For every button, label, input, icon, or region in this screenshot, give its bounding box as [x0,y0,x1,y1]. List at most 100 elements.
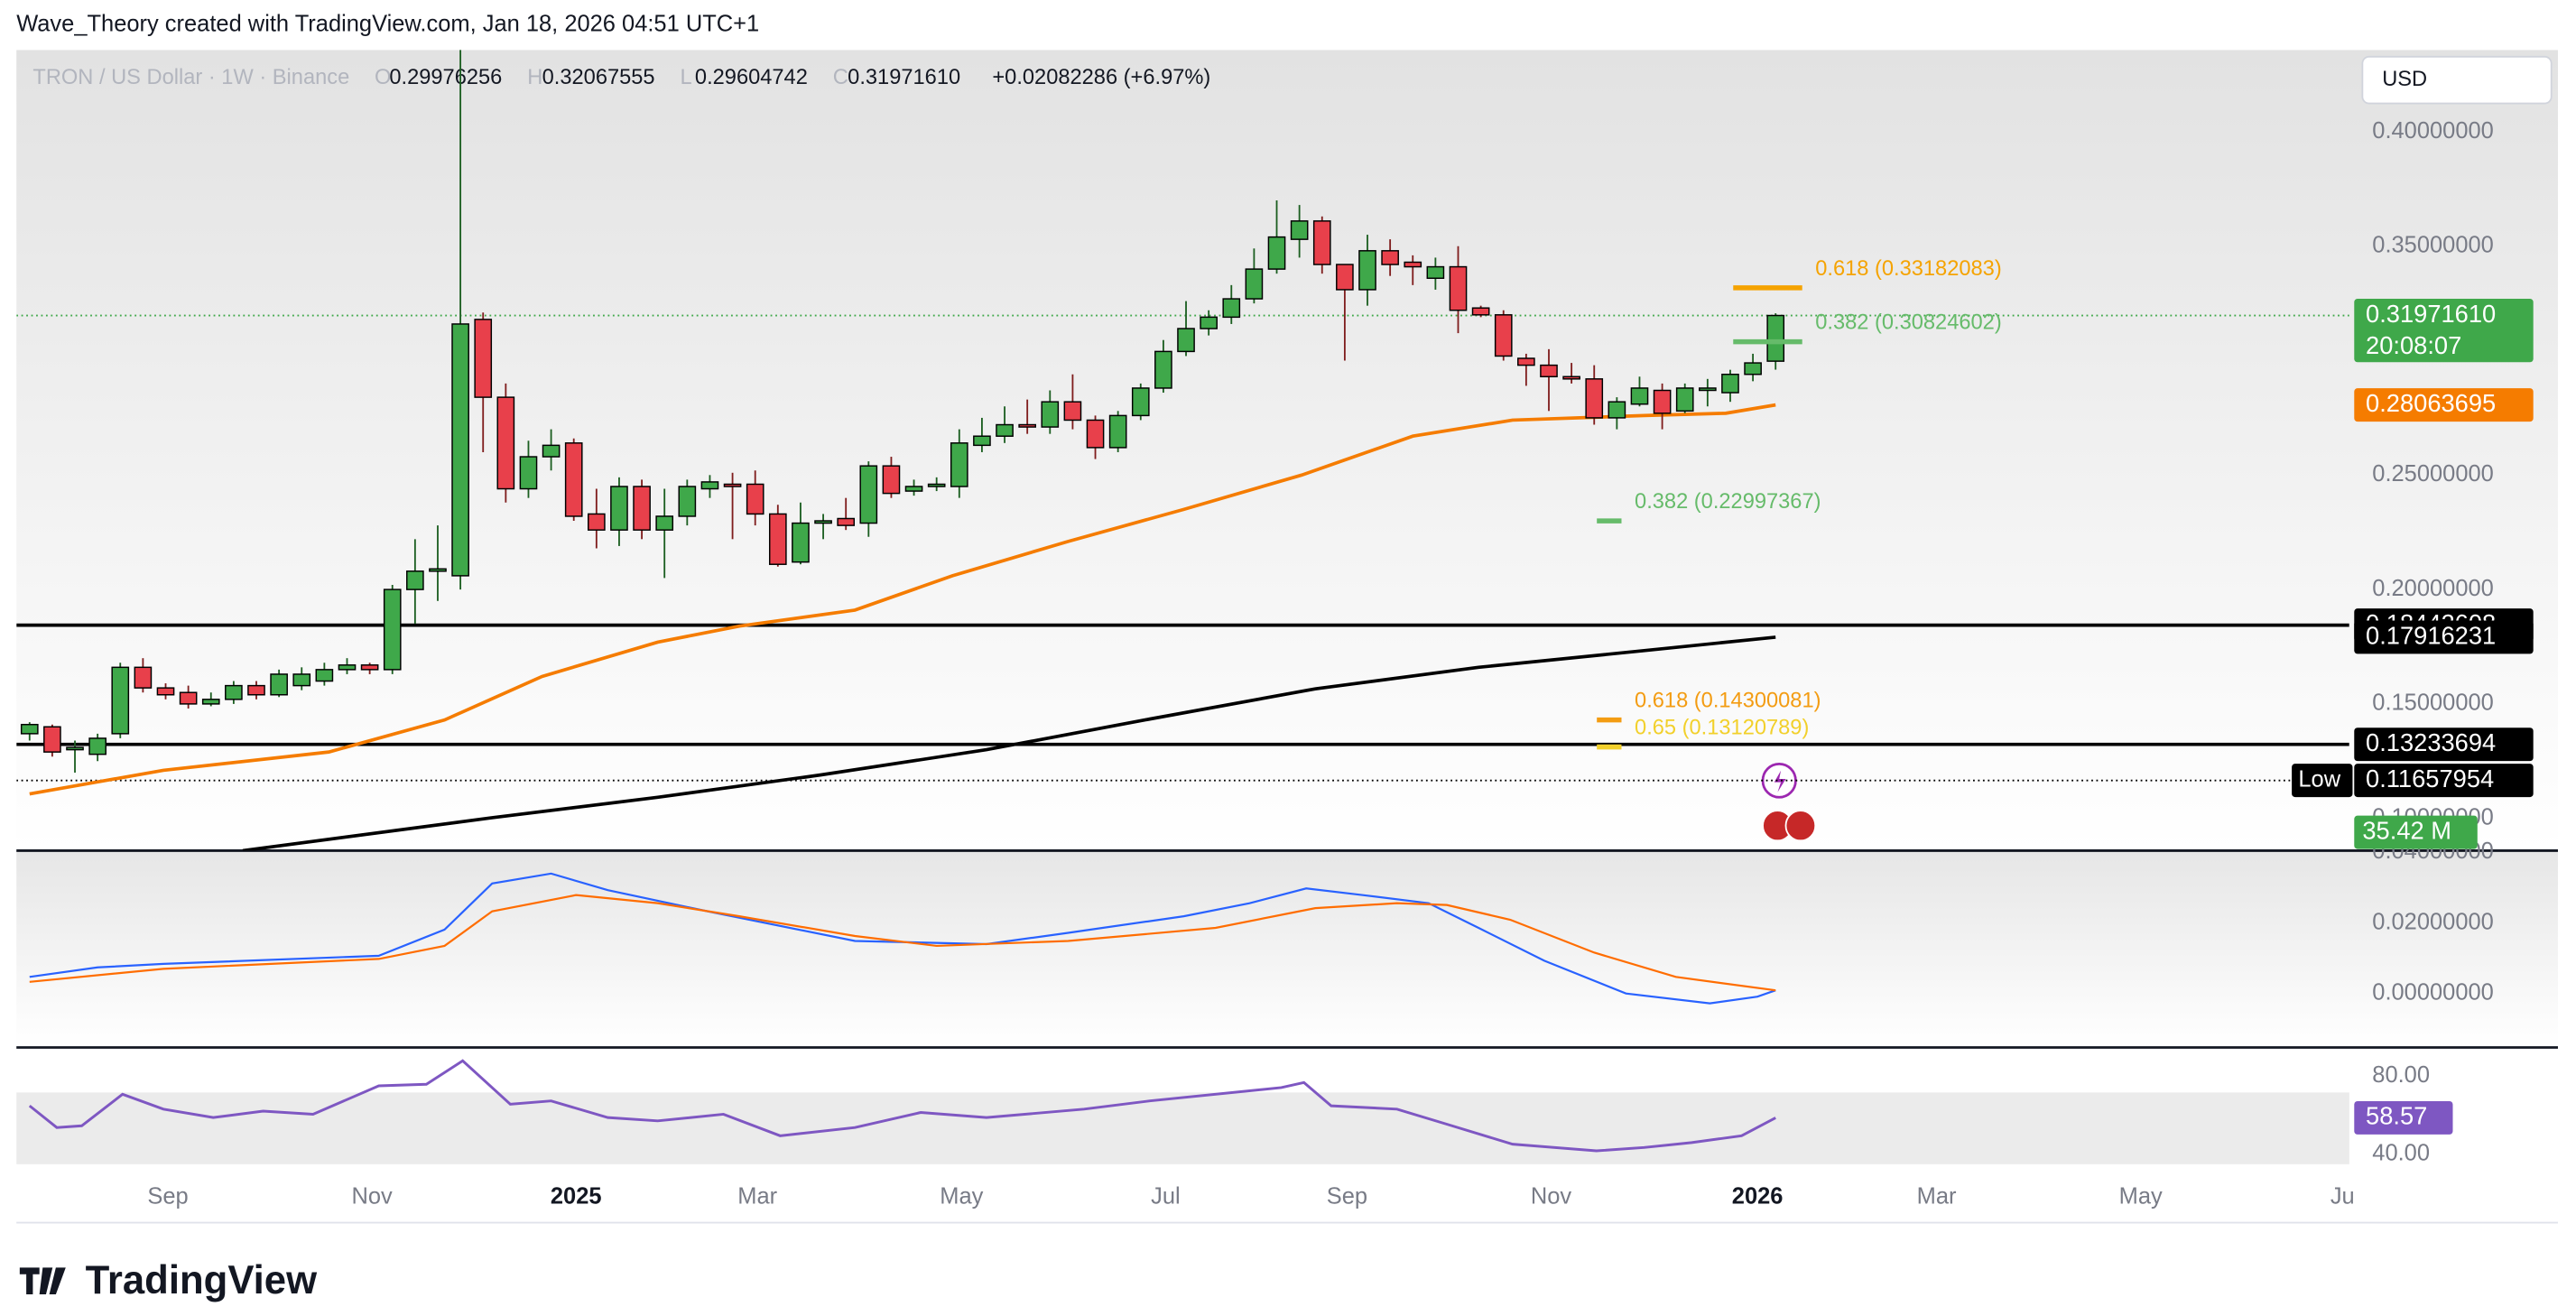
currency-button[interactable] [2361,55,2553,105]
candle-body [1086,419,1105,449]
candle-body [1404,261,1422,268]
candle-body [655,515,674,531]
candle-body [1585,378,1604,419]
candle-body [700,481,719,490]
candle-body [20,723,39,735]
candle-body [1108,414,1127,449]
candle-body [1245,268,1264,300]
rsi-tick-label: 40.00 [2372,1140,2430,1165]
candle-body [904,486,923,492]
candle-body [837,517,856,526]
candle-body [1721,374,1739,394]
y-tick-label: 0.15000000 [2372,690,2494,716]
candle-body [996,423,1014,437]
candle-body [814,520,832,524]
candle-body [1041,401,1060,428]
candle-body [406,570,424,590]
candle-body [792,522,810,563]
x-tick-label: 2025 [551,1183,602,1209]
legend-key: L [681,65,692,89]
symbol-title: TRON / US Dollar · 1W · Binance [32,65,349,89]
candle-body [66,746,84,751]
legend-change: +0.02082286 (+6.97%) [992,65,1210,89]
candle-body [496,396,515,490]
candle-body [1177,328,1195,353]
x-tick-label: Nov [351,1183,392,1209]
macd-line [29,894,1776,992]
candle-body [1426,265,1445,279]
candle-body [1540,364,1558,378]
candle-body [1675,387,1694,412]
candle-body [973,435,991,447]
x-tick-label: May [2119,1183,2163,1209]
x-tick-label: 2026 [1732,1183,1784,1209]
y-tick-label: 0.40000000 [2372,118,2494,144]
candle-body [474,319,493,398]
candle-body [1336,264,1354,291]
candle-body [225,684,243,700]
x-tick-label: May [940,1183,983,1209]
event-icon[interactable] [1784,810,1817,842]
candle-body [1608,401,1626,419]
x-tick-label: Jul [1151,1183,1181,1209]
price-tag-box [2292,764,2353,798]
candle-body [678,486,697,517]
currency-label[interactable]: USD [2382,67,2427,91]
candle-body [746,483,764,515]
header-title: Wave_Theory created with TradingView.com… [16,11,759,36]
candle-body [201,699,220,705]
macd-tick-label: 0.00000000 [2372,979,2494,1005]
price-label: 0.13233694 [2366,728,2496,756]
candle-body [1653,389,1672,414]
y-tick-label: 0.20000000 [2372,576,2494,601]
fib-label: 0.618 (0.33182083) [1815,256,2001,281]
legend-value: 0.31971610 [848,65,960,89]
price-label: 0.28063695 [2366,389,2496,417]
x-tick-label: Sep [1327,1183,1367,1209]
candle-body [315,669,334,682]
event-icon-bolt [1774,770,1786,792]
candle-body [859,465,878,524]
price-label-box [2354,388,2534,422]
candle-body [247,684,265,696]
x-tick-label: Sep [147,1183,188,1209]
moving-average [242,635,1776,851]
candle-body [270,673,288,696]
candle-body [723,483,742,487]
legend-key: C [833,65,848,89]
x-tick-label: Nov [1531,1183,1571,1209]
candle-body [542,444,561,458]
rsi-label: 58.57 [2366,1102,2427,1130]
candle-body [1200,316,1218,329]
candle-body [768,513,787,565]
legend-key: H [527,65,542,89]
candle-body [610,486,628,531]
price-label-box [2354,620,2534,654]
macd-tick-label: 0.02000000 [2372,909,2494,934]
candle-body [1766,314,1785,362]
candle-body [383,588,402,671]
legend-key: O [375,65,391,89]
candle-body [1630,387,1649,405]
candle-body [43,726,61,753]
macd-line [29,872,1776,1005]
candle-body [451,323,469,577]
legend-value: 0.32067555 [542,65,655,89]
candle-body [564,442,583,517]
candle-body [1517,357,1535,366]
y-tick-label: 0.35000000 [2372,232,2494,257]
candle-body [1699,387,1717,392]
price-label: 0.11657954 [2366,765,2494,792]
volume-label-box [2354,815,2478,849]
main-plot: 0.618 (0.33182083) 0.382 (0.30824602) 0.38… [16,50,2349,851]
candle-body [88,737,107,755]
candle-body [1312,220,1331,265]
candle-body [1562,375,1580,380]
candle-body [111,666,130,735]
y-tick-label: 0.25000000 [2372,461,2494,487]
price-label-box [2354,728,2534,762]
macd-pane [16,850,2558,1048]
candle-body [134,666,153,689]
